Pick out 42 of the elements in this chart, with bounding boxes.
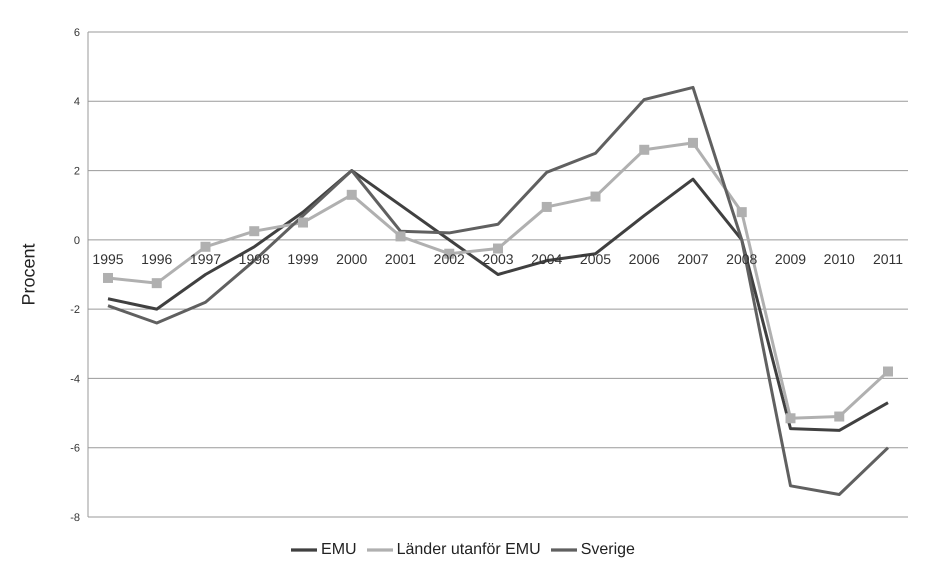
y-axis-title: Procent <box>18 243 38 306</box>
y-tick-label: 4 <box>74 96 80 108</box>
x-tick-label: 2010 <box>824 250 856 267</box>
point <box>249 226 260 236</box>
x-tick-label: 1995 <box>92 250 124 267</box>
x-tick-label: 2006 <box>628 250 660 267</box>
legend-label: Länder utanför EMU <box>396 541 541 558</box>
x-tick-label: 2005 <box>580 250 612 267</box>
y-tick-label: 6 <box>74 26 80 39</box>
x-tick-label: 2003 <box>482 250 514 267</box>
x-tick-label: 2011 <box>872 250 904 267</box>
x-tick-label: 2007 <box>677 250 709 267</box>
y-tick-label: -6 <box>70 442 80 455</box>
legend-label: Sverige <box>580 541 635 558</box>
x-tick-label: 2001 <box>384 250 416 267</box>
point <box>346 190 357 200</box>
y-tick-label: 0 <box>74 234 80 247</box>
point <box>590 192 600 202</box>
point <box>688 138 698 148</box>
point <box>200 242 210 252</box>
point <box>883 366 893 376</box>
point <box>542 202 552 212</box>
point <box>396 231 406 242</box>
x-tick-label: 1999 <box>287 250 319 267</box>
point <box>298 218 308 228</box>
x-tick-label: 2002 <box>434 250 466 267</box>
y-tick-label: -8 <box>70 512 80 524</box>
x-tick-label: 2009 <box>774 250 806 267</box>
point <box>493 244 503 254</box>
point <box>736 207 747 218</box>
x-tick-label: 1996 <box>141 250 173 267</box>
legend-label: EMU <box>321 541 357 558</box>
x-tick-label: 1997 <box>190 250 222 267</box>
point <box>152 278 162 288</box>
y-tick-label: -4 <box>70 373 80 386</box>
point <box>639 144 650 155</box>
x-tick-label: 2000 <box>336 250 368 267</box>
point <box>786 413 796 424</box>
y-tick-label: 2 <box>74 165 80 178</box>
point <box>103 272 113 283</box>
point <box>834 412 844 422</box>
y-tick-label: -2 <box>70 304 80 316</box>
